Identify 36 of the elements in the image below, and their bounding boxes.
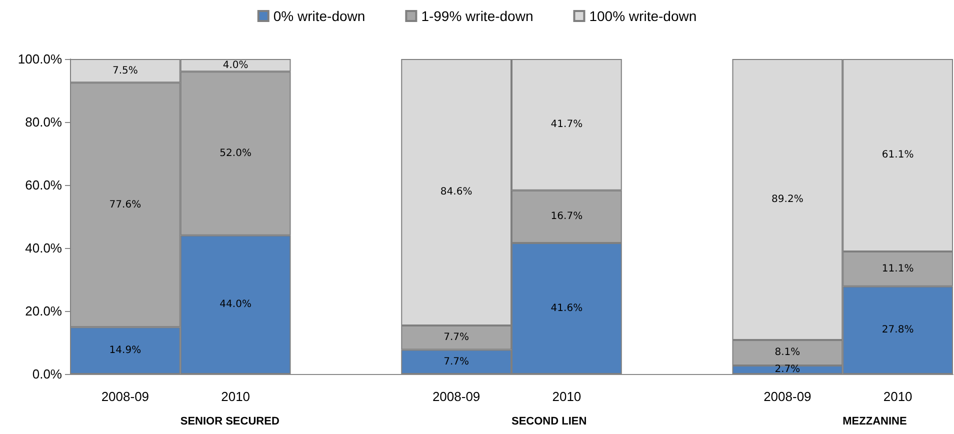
y-tick-label: 40.0% bbox=[25, 240, 62, 256]
text: MEZZANINE bbox=[842, 416, 907, 428]
x-tick-label: 2008-09 bbox=[764, 389, 812, 404]
data-label: 41.6% bbox=[550, 302, 583, 314]
data-label: 14.9% bbox=[109, 345, 142, 356]
y-tick-label: 100.0% bbox=[18, 52, 62, 66]
text: SENIOR SECURED bbox=[180, 416, 280, 428]
legend-label: 0% write-down bbox=[273, 8, 366, 24]
data-label: 16.7% bbox=[550, 211, 583, 222]
data-label: 52.0% bbox=[220, 148, 252, 159]
y-tick-label: 20.0% bbox=[25, 304, 62, 318]
data-label: 84.6% bbox=[440, 186, 472, 198]
data-label: 11.1% bbox=[882, 263, 914, 274]
y-tick-label: 0.0% bbox=[32, 366, 62, 382]
data-label: 41.7% bbox=[550, 119, 583, 130]
data-label: 7.5% bbox=[112, 65, 138, 76]
data-label: 44.0% bbox=[220, 299, 252, 310]
data-label: 7.7% bbox=[444, 356, 470, 368]
y-tick-label: 80.0% bbox=[25, 114, 62, 130]
data-label: 2.7% bbox=[774, 364, 800, 376]
x-tick-label: 2010 bbox=[552, 389, 582, 404]
data-label: 89.2% bbox=[772, 194, 804, 205]
x-tick-label: 2008-09 bbox=[432, 389, 480, 404]
x-tick-label: 2008-09 bbox=[101, 389, 150, 404]
data-label: 7.7% bbox=[444, 332, 470, 344]
legend-label: 1-99% write-down bbox=[421, 8, 534, 24]
legend-label: 100% write-down bbox=[589, 8, 697, 24]
data-label: 61.1% bbox=[882, 150, 914, 161]
x-tick-label: 2010 bbox=[883, 389, 912, 404]
data-label: 27.8% bbox=[882, 324, 914, 336]
y-tick-label: 60.0% bbox=[25, 178, 62, 192]
data-label: 4.0% bbox=[222, 60, 248, 71]
data-label: 77.6% bbox=[109, 199, 142, 210]
x-tick-label: 2010 bbox=[221, 389, 250, 404]
text: SECOND LIEN bbox=[511, 416, 587, 428]
data-label: 8.1% bbox=[774, 347, 800, 358]
